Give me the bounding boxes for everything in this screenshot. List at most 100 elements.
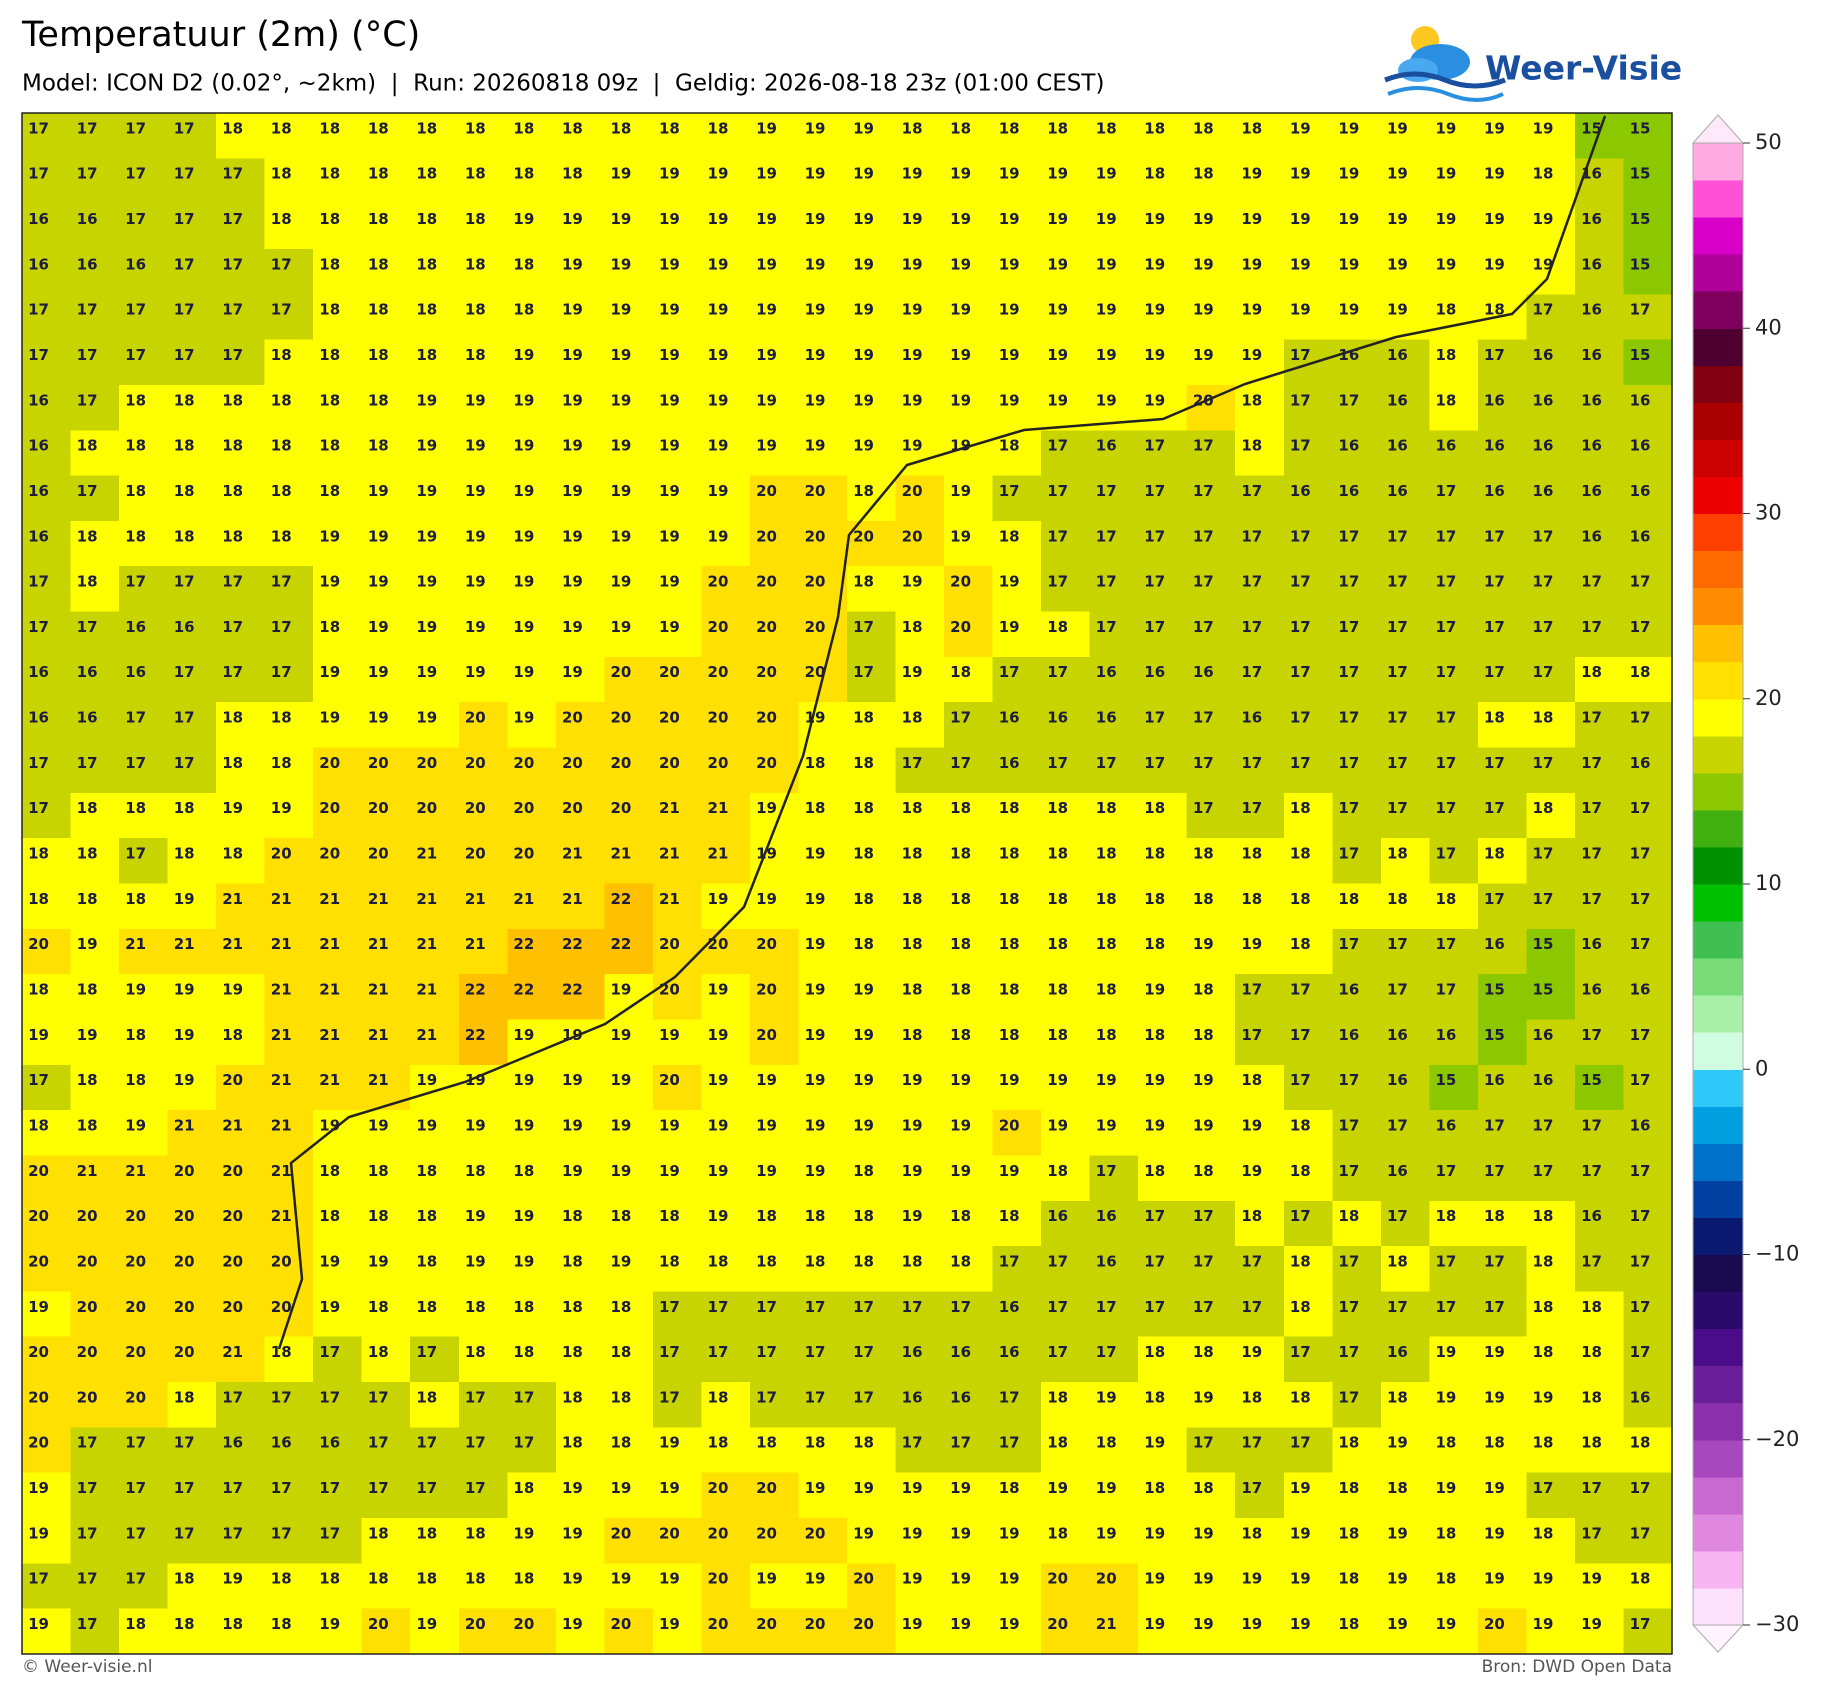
cell-label: 17 [1630, 1343, 1651, 1361]
cell-label: 17 [1387, 709, 1408, 727]
cell-label: 18 [950, 119, 971, 137]
temperature-cell [1477, 1246, 1528, 1293]
cell-label: 19 [77, 1026, 98, 1044]
cell-label: 19 [1484, 210, 1505, 228]
temperature-cell [798, 339, 848, 386]
temperature-cell [604, 475, 654, 522]
colorbar-band [1693, 1217, 1743, 1255]
cell-label: 17 [1435, 799, 1456, 817]
temperature-cell [167, 384, 217, 431]
cell-label: 21 [1096, 1615, 1117, 1633]
temperature-cell [1380, 1518, 1430, 1564]
temperature-cell [1041, 294, 1091, 341]
cell-label: 17 [1096, 1298, 1117, 1316]
temperature-cell [992, 747, 1042, 794]
cell-label: 18 [756, 1207, 777, 1225]
temperature-cell [1623, 838, 1673, 885]
cell-label: 19 [1144, 981, 1165, 999]
temperature-cell [22, 248, 72, 295]
temperature-cell [1089, 1608, 1139, 1655]
temperature-cell [1283, 1427, 1333, 1474]
temperature-cell [1089, 656, 1139, 703]
temperature-cell [1429, 1110, 1479, 1157]
temperature-cell [1332, 203, 1382, 250]
cell-label: 17 [1630, 890, 1651, 908]
temperature-cell [1186, 475, 1236, 522]
cell-label: 18 [513, 1298, 534, 1316]
cell-label: 17 [77, 1479, 98, 1497]
temperature-cell [604, 1064, 654, 1111]
cell-label: 21 [708, 799, 729, 817]
temperature-cell [847, 384, 897, 431]
cell-label: 18 [174, 1388, 195, 1406]
temperature-cell [70, 1110, 120, 1157]
cell-label: 18 [562, 1434, 583, 1452]
temperature-cell [1041, 339, 1091, 386]
cell-label: 21 [77, 1162, 98, 1180]
temperature-cell [1526, 1019, 1576, 1066]
temperature-cell [119, 1019, 169, 1066]
temperature-cell [167, 928, 217, 975]
cell-label: 18 [1533, 165, 1554, 183]
cell-label: 19 [416, 663, 437, 681]
cell-label: 17 [902, 1434, 923, 1452]
cell-label: 17 [1581, 845, 1602, 863]
cell-label: 19 [902, 1570, 923, 1588]
temperature-cell [167, 1110, 217, 1157]
temperature-cell [652, 384, 703, 431]
temperature-cell [1380, 339, 1430, 386]
temperature-cell [216, 611, 266, 658]
cell-label: 19 [562, 1524, 583, 1542]
cell-label: 17 [659, 1388, 680, 1406]
cell-label: 20 [77, 1252, 98, 1270]
temperature-cell [798, 248, 848, 295]
cell-label: 17 [1144, 1207, 1165, 1225]
cell-label: 19 [756, 119, 777, 137]
temperature-cell [749, 1110, 800, 1157]
temperature-cell [216, 974, 266, 1021]
cell-label: 19 [562, 663, 583, 681]
cell-label: 18 [77, 1071, 98, 1089]
temperature-cell [1574, 158, 1625, 205]
temperature-cell [652, 1155, 703, 1202]
temperature-cell [749, 1155, 800, 1202]
temperature-cell [1332, 928, 1382, 975]
temperature-cell [555, 1472, 605, 1519]
temperature-cell [1332, 1563, 1382, 1610]
temperature-cell [313, 747, 363, 794]
cell-label: 19 [950, 255, 971, 273]
cell-label: 19 [28, 1298, 49, 1316]
temperature-cell [1235, 1472, 1285, 1519]
cell-label: 18 [1047, 1026, 1068, 1044]
temperature-cell [847, 430, 897, 477]
temperature-cell [1623, 974, 1673, 1021]
cell-label: 21 [319, 1071, 340, 1089]
temperature-cell [798, 974, 848, 1021]
temperature-cell [313, 1336, 363, 1383]
temperature-cell [1138, 430, 1188, 477]
temperature-cell [1574, 113, 1625, 159]
temperature-cell [1186, 566, 1236, 613]
cell-label: 19 [368, 573, 389, 591]
cell-label: 17 [1484, 663, 1505, 681]
temperature-cell [798, 384, 848, 431]
cell-label: 19 [902, 255, 923, 273]
cell-label: 17 [1435, 754, 1456, 772]
temperature-cell [1623, 113, 1673, 159]
temperature-cell [1574, 384, 1625, 431]
cell-label: 17 [1241, 573, 1262, 591]
cell-label: 20 [805, 1524, 826, 1542]
temperature-cell [216, 294, 266, 341]
temperature-cell [1283, 1155, 1333, 1202]
cell-label: 19 [1193, 1524, 1214, 1542]
cell-label: 16 [1484, 437, 1505, 455]
temperature-cell [70, 792, 120, 839]
temperature-cell [313, 339, 363, 386]
cell-label: 21 [416, 935, 437, 953]
cell-label: 20 [174, 1252, 195, 1270]
cell-label: 19 [999, 346, 1020, 364]
temperature-cell [216, 1382, 266, 1428]
temperature-cell [361, 113, 411, 159]
temperature-cell [216, 1563, 266, 1610]
temperature-cell [604, 1382, 654, 1428]
